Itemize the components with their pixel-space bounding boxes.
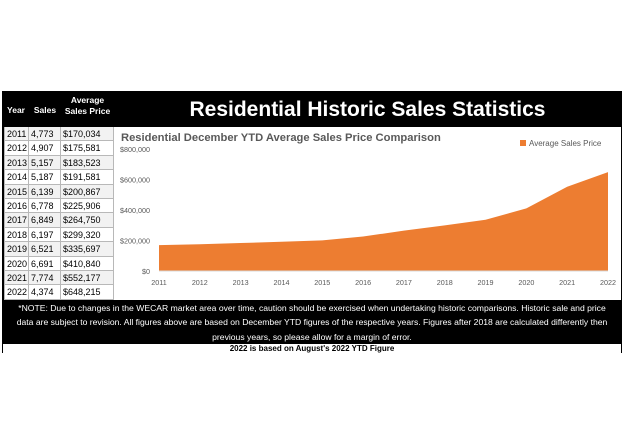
y-tick-label: $800,000 [120,145,150,154]
table-row: 2011 4,773 $170,034 [4,127,114,142]
table-row: 2014 5,187 $191,581 [4,170,114,185]
year-column-header: Year [7,105,25,115]
price-header-line2: Sales Price [64,106,111,116]
price-header-line1: Average [70,95,105,105]
sales-cell: 6,521 [29,242,61,257]
year-cell: 2012 [4,141,29,156]
price-cell: $200,867 [61,184,114,199]
sales-column-header: Sales [33,105,57,115]
area-chart: Residential December YTD Average Sales P… [120,132,616,287]
note-text: *NOTE: Due to changes in the WECAR marke… [3,300,621,343]
y-tick-label: $0 [142,267,150,276]
series-area [159,172,608,271]
sales-cell: 6,849 [29,213,61,228]
price-cell: $648,215 [61,285,114,300]
year-cell: 2021 [4,271,29,286]
sales-cell: 5,187 [29,170,61,185]
sales-table: 2011 4,773 $170,034 2012 4,907 $175,581 2013 5,… [4,127,114,300]
x-tick-label: 2018 [437,278,453,287]
x-tick-label: 2022 [600,278,616,287]
stats-panel: Year Sales Average Sales Price 2011 4,773… [2,91,622,353]
x-tick-label: 2011 [151,278,166,287]
sales-cell: 6,778 [29,199,61,214]
table-row: 2019 6,521 $335,697 [4,242,114,257]
price-cell: $175,581 [61,141,114,156]
year-cell: 2016 [4,199,29,214]
x-tick-label: 2014 [273,278,289,287]
sales-cell: 5,157 [29,155,61,171]
y-tick-label: $600,000 [120,176,150,185]
table-row: 2013 5,157 $183,523 [4,155,114,171]
legend-swatch [520,140,526,146]
y-tick-label: $400,000 [120,206,150,215]
table-header: Year Sales Average Sales Price [3,92,114,127]
price-column-header: Average Sales Price [61,95,114,117]
sales-cell: 4,773 [29,127,61,142]
price-cell: $170,034 [61,127,114,142]
x-tick-label: 2016 [355,278,371,287]
x-tick-label: 2017 [396,278,412,287]
table-row: 2018 6,197 $299,320 [4,227,114,243]
year-cell: 2013 [4,155,29,171]
x-tick-label: 2021 [559,278,575,287]
table-row: 2022 4,374 $648,215 [4,285,114,300]
table-row: 2017 6,849 $264,750 [4,213,114,228]
x-tick-label: 2020 [518,278,534,287]
x-tick-label: 2019 [478,278,494,287]
sales-cell: 6,197 [29,227,61,243]
table-row: 2020 6,691 $410,840 [4,256,114,271]
price-cell: $410,840 [61,256,114,271]
sales-cell: 4,907 [29,141,61,156]
year-cell: 2011 [4,127,29,142]
year-cell: 2020 [4,256,29,271]
year-cell: 2014 [4,170,29,185]
sales-cell: 6,691 [29,256,61,271]
year-cell: 2022 [4,285,29,300]
price-cell: $264,750 [61,213,114,228]
price-cell: $225,906 [61,199,114,214]
x-tick-label: 2013 [233,278,249,287]
year-cell: 2017 [4,213,29,228]
chart-panel: Residential December YTD Average Sales P… [114,127,621,300]
page-title: Residential Historic Sales Statistics [114,92,621,127]
sales-cell: 7,774 [29,271,61,286]
year-cell: 2019 [4,242,29,257]
footer-text: 2022 is based on August's 2022 YTD Figur… [3,343,621,353]
year-cell: 2015 [4,184,29,199]
price-cell: $552,177 [61,271,114,286]
table-row: 2021 7,774 $552,177 [4,271,114,286]
table-row: 2012 4,907 $175,581 [4,141,114,156]
sales-cell: 6,139 [29,184,61,199]
x-tick-label: 2015 [314,278,330,287]
legend-label: Average Sales Price [529,139,602,148]
price-cell: $183,523 [61,155,114,171]
price-cell: $335,697 [61,242,114,257]
table-row: 2016 6,778 $225,906 [4,199,114,214]
y-tick-label: $200,000 [120,237,150,246]
table-row: 2015 6,139 $200,867 [4,184,114,199]
x-tick-label: 2012 [192,278,208,287]
price-cell: $299,320 [61,227,114,243]
chart-title: Residential December YTD Average Sales P… [121,132,441,144]
sales-cell: 4,374 [29,285,61,300]
price-cell: $191,581 [61,170,114,185]
year-cell: 2018 [4,227,29,243]
